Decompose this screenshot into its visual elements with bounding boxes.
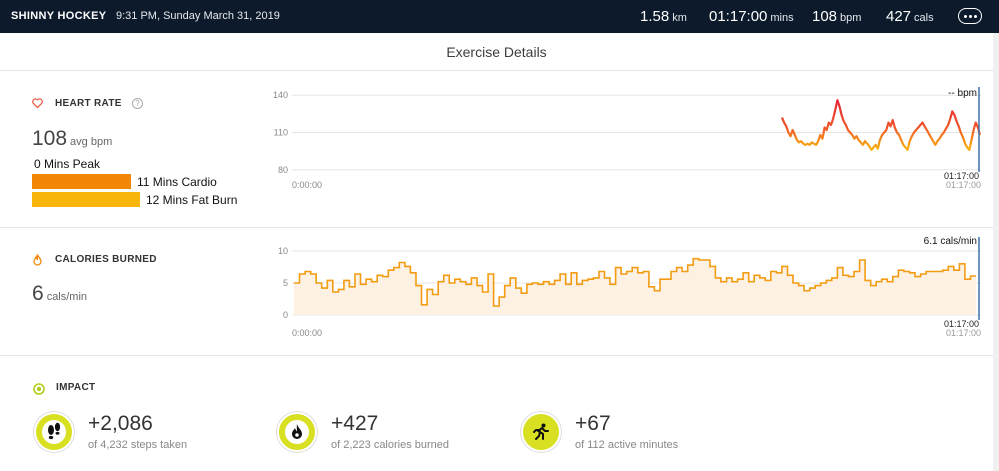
- calories-y-tick: 0: [283, 310, 288, 320]
- heart-rate-y-tick: 140: [273, 90, 288, 100]
- heart-rate-value: 108: [812, 8, 838, 25]
- calories-unit: cals: [914, 12, 934, 24]
- duration-stat: 01:17:00 mins: [709, 8, 794, 25]
- heart-rate-x-end: 01:17:00: [946, 180, 981, 190]
- calories-label: CALORIES BURNED: [55, 254, 157, 265]
- calories-rate-unit: cals/min: [46, 291, 88, 303]
- zone-cardio-label: 11 Mins Cardio: [137, 175, 217, 189]
- impact-calories-sub: of 2,223 calories burned: [331, 439, 450, 451]
- avg-heart-rate: 108 avg bpm: [32, 127, 112, 151]
- heart-rate-readout: -- bpm: [948, 88, 977, 99]
- heart-rate-label: HEART RATE: [55, 98, 122, 109]
- zone-peak-label: 0 Mins Peak: [34, 157, 101, 171]
- calories-value: 427: [886, 8, 912, 25]
- calories-x-start: 0:00:00: [292, 328, 322, 338]
- distance-unit: km: [672, 12, 687, 24]
- impact-target-icon: [33, 383, 45, 395]
- runner-icon: [529, 420, 553, 444]
- impact-steps-sub: of 4,232 steps taken: [88, 439, 188, 451]
- activity-title: SHINNY HOCKEY: [11, 10, 107, 22]
- heart-rate-stat: 108 bpm: [812, 8, 861, 25]
- avg-heart-rate-value: 108: [32, 127, 68, 150]
- calories-rate-value: 6: [32, 282, 44, 305]
- calories-series-line: [294, 257, 976, 307]
- impact-label: IMPACT: [56, 382, 96, 393]
- top-bar: SHINNY HOCKEY 9:31 PM, Sunday March 31, …: [0, 0, 999, 33]
- heart-icon: [32, 98, 43, 108]
- heart-rate-y-tick: 80: [278, 165, 288, 175]
- distance-stat: 1.58 km: [640, 8, 687, 25]
- calories-chart[interactable]: 0 5 10 6.1 cals/min 0:00:00 01:17:00 01:17…: [270, 234, 990, 344]
- calories-y-tick: 5: [283, 278, 288, 288]
- page-title: Exercise Details: [446, 44, 547, 60]
- divider: [0, 355, 993, 356]
- scrollbar-track[interactable]: [993, 33, 999, 471]
- zone-cardio-bar: [32, 174, 131, 189]
- activity-datetime: 9:31 PM, Sunday March 31, 2019: [116, 10, 280, 22]
- calories-series-area: [294, 258, 976, 315]
- heart-rate-y-tick: 110: [274, 128, 288, 138]
- calories-readout: 6.1 cals/min: [924, 236, 977, 247]
- heart-rate-x-start: 0:00:00: [292, 180, 322, 190]
- more-dot-icon: [968, 14, 972, 18]
- flame-icon: [33, 254, 42, 266]
- duration-value: 01:17:00: [709, 8, 768, 25]
- divider: [0, 227, 993, 228]
- footsteps-icon: [42, 420, 66, 444]
- heart-rate-x-end-current: 01:17:00: [944, 171, 979, 181]
- divider: [0, 70, 993, 71]
- more-options-button[interactable]: [958, 8, 982, 24]
- zone-fat-burn-label: 12 Mins Fat Burn: [146, 193, 238, 207]
- calories-stat: 427 cals: [886, 8, 934, 25]
- duration-unit: mins: [770, 12, 794, 24]
- calories-x-end-current: 01:17:00: [944, 319, 979, 329]
- impact-active-sub: of 112 active minutes: [575, 439, 679, 451]
- more-dot-icon: [963, 14, 967, 18]
- more-dot-icon: [973, 14, 977, 18]
- calories-y-tick: 10: [278, 246, 288, 256]
- avg-heart-rate-unit: avg bpm: [70, 136, 113, 148]
- impact-steps-badge: [34, 412, 74, 452]
- impact-calories-badge: [277, 412, 317, 452]
- heart-rate-chart[interactable]: 80 110 140 -- bpm 0:00:00 01:17:00 01:17:0…: [270, 84, 990, 196]
- help-icon[interactable]: ?: [132, 98, 143, 109]
- impact-active-badge: [521, 412, 561, 452]
- impact-active-value: +67: [575, 412, 611, 435]
- flame-icon: [285, 420, 309, 444]
- heart-rate-series-line: [780, 99, 982, 151]
- calories-rate: 6 cals/min: [32, 282, 87, 306]
- heart-rate-unit: bpm: [840, 12, 862, 24]
- distance-value: 1.58: [640, 8, 670, 25]
- calories-x-end: 01:17:00: [946, 328, 981, 338]
- zone-fat-burn-bar: [32, 192, 140, 207]
- impact-steps-value: +2,086: [88, 412, 153, 435]
- impact-calories-value: +427: [331, 412, 379, 435]
